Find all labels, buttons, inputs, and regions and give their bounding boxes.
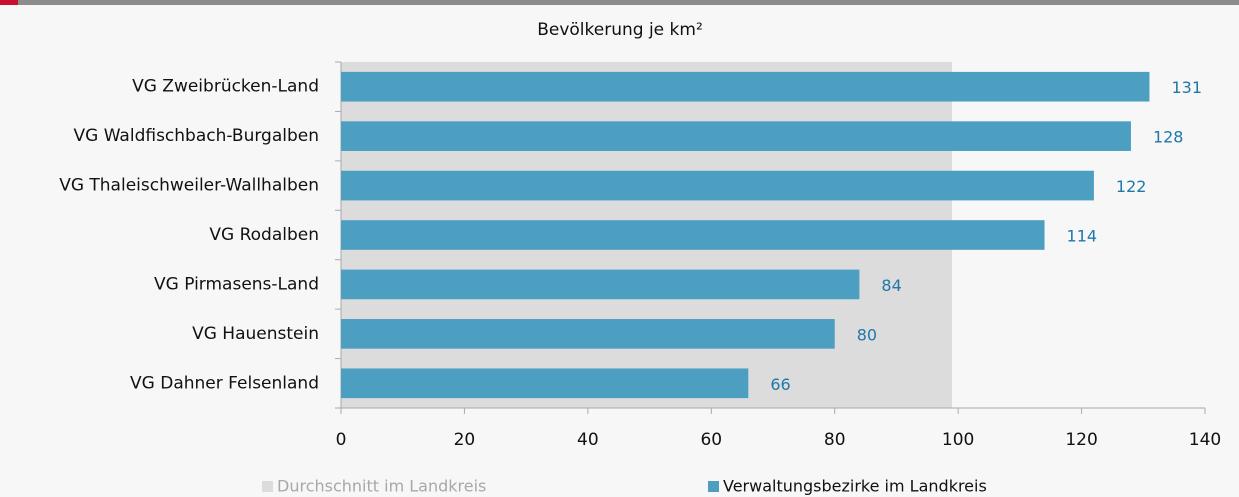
value-label: 66 xyxy=(770,375,790,394)
category-label: VG Hauenstein xyxy=(192,324,319,344)
chart-title: Bevölkerung je km² xyxy=(537,20,703,40)
bar xyxy=(341,121,1131,151)
value-label: 128 xyxy=(1153,128,1184,147)
category-label: VG Zweibrücken-Land xyxy=(132,77,319,97)
bar xyxy=(341,220,1045,250)
x-tick-label: 80 xyxy=(824,430,846,450)
category-label: VG Rodalben xyxy=(209,225,319,245)
bar xyxy=(341,71,1150,102)
value-label: 80 xyxy=(857,325,877,344)
x-tick-label: 60 xyxy=(700,430,722,450)
x-tick-label: 100 xyxy=(942,430,974,450)
bar xyxy=(341,170,1094,201)
category-label: VG Pirmasens-Land xyxy=(154,274,319,294)
x-tick-label: 0 xyxy=(336,430,347,450)
value-label: 84 xyxy=(881,276,901,295)
category-label: VG Waldfischbach-Burgalben xyxy=(74,126,320,146)
legend-swatch xyxy=(708,481,719,492)
bar xyxy=(341,368,749,399)
value-label: 122 xyxy=(1116,177,1147,196)
x-tick-label: 140 xyxy=(1189,430,1221,450)
top-bar xyxy=(0,0,1239,5)
legend-swatch xyxy=(262,481,273,492)
x-tick-label: 20 xyxy=(454,430,476,450)
category-label: VG Thaleischweiler-Wallhalben xyxy=(59,176,319,196)
value-label: 114 xyxy=(1067,227,1098,246)
top-accent xyxy=(0,0,18,5)
bar xyxy=(341,319,835,349)
bar xyxy=(341,269,860,300)
x-tick-label: 120 xyxy=(1065,430,1097,450)
x-tick-label: 40 xyxy=(577,430,599,450)
category-label: VG Dahner Felsenland xyxy=(130,373,319,393)
legend-label: Verwaltungsbezirke im Landkreis xyxy=(723,477,987,496)
value-label: 131 xyxy=(1171,78,1202,97)
legend-label: Durchschnitt im Landkreis xyxy=(277,477,486,496)
